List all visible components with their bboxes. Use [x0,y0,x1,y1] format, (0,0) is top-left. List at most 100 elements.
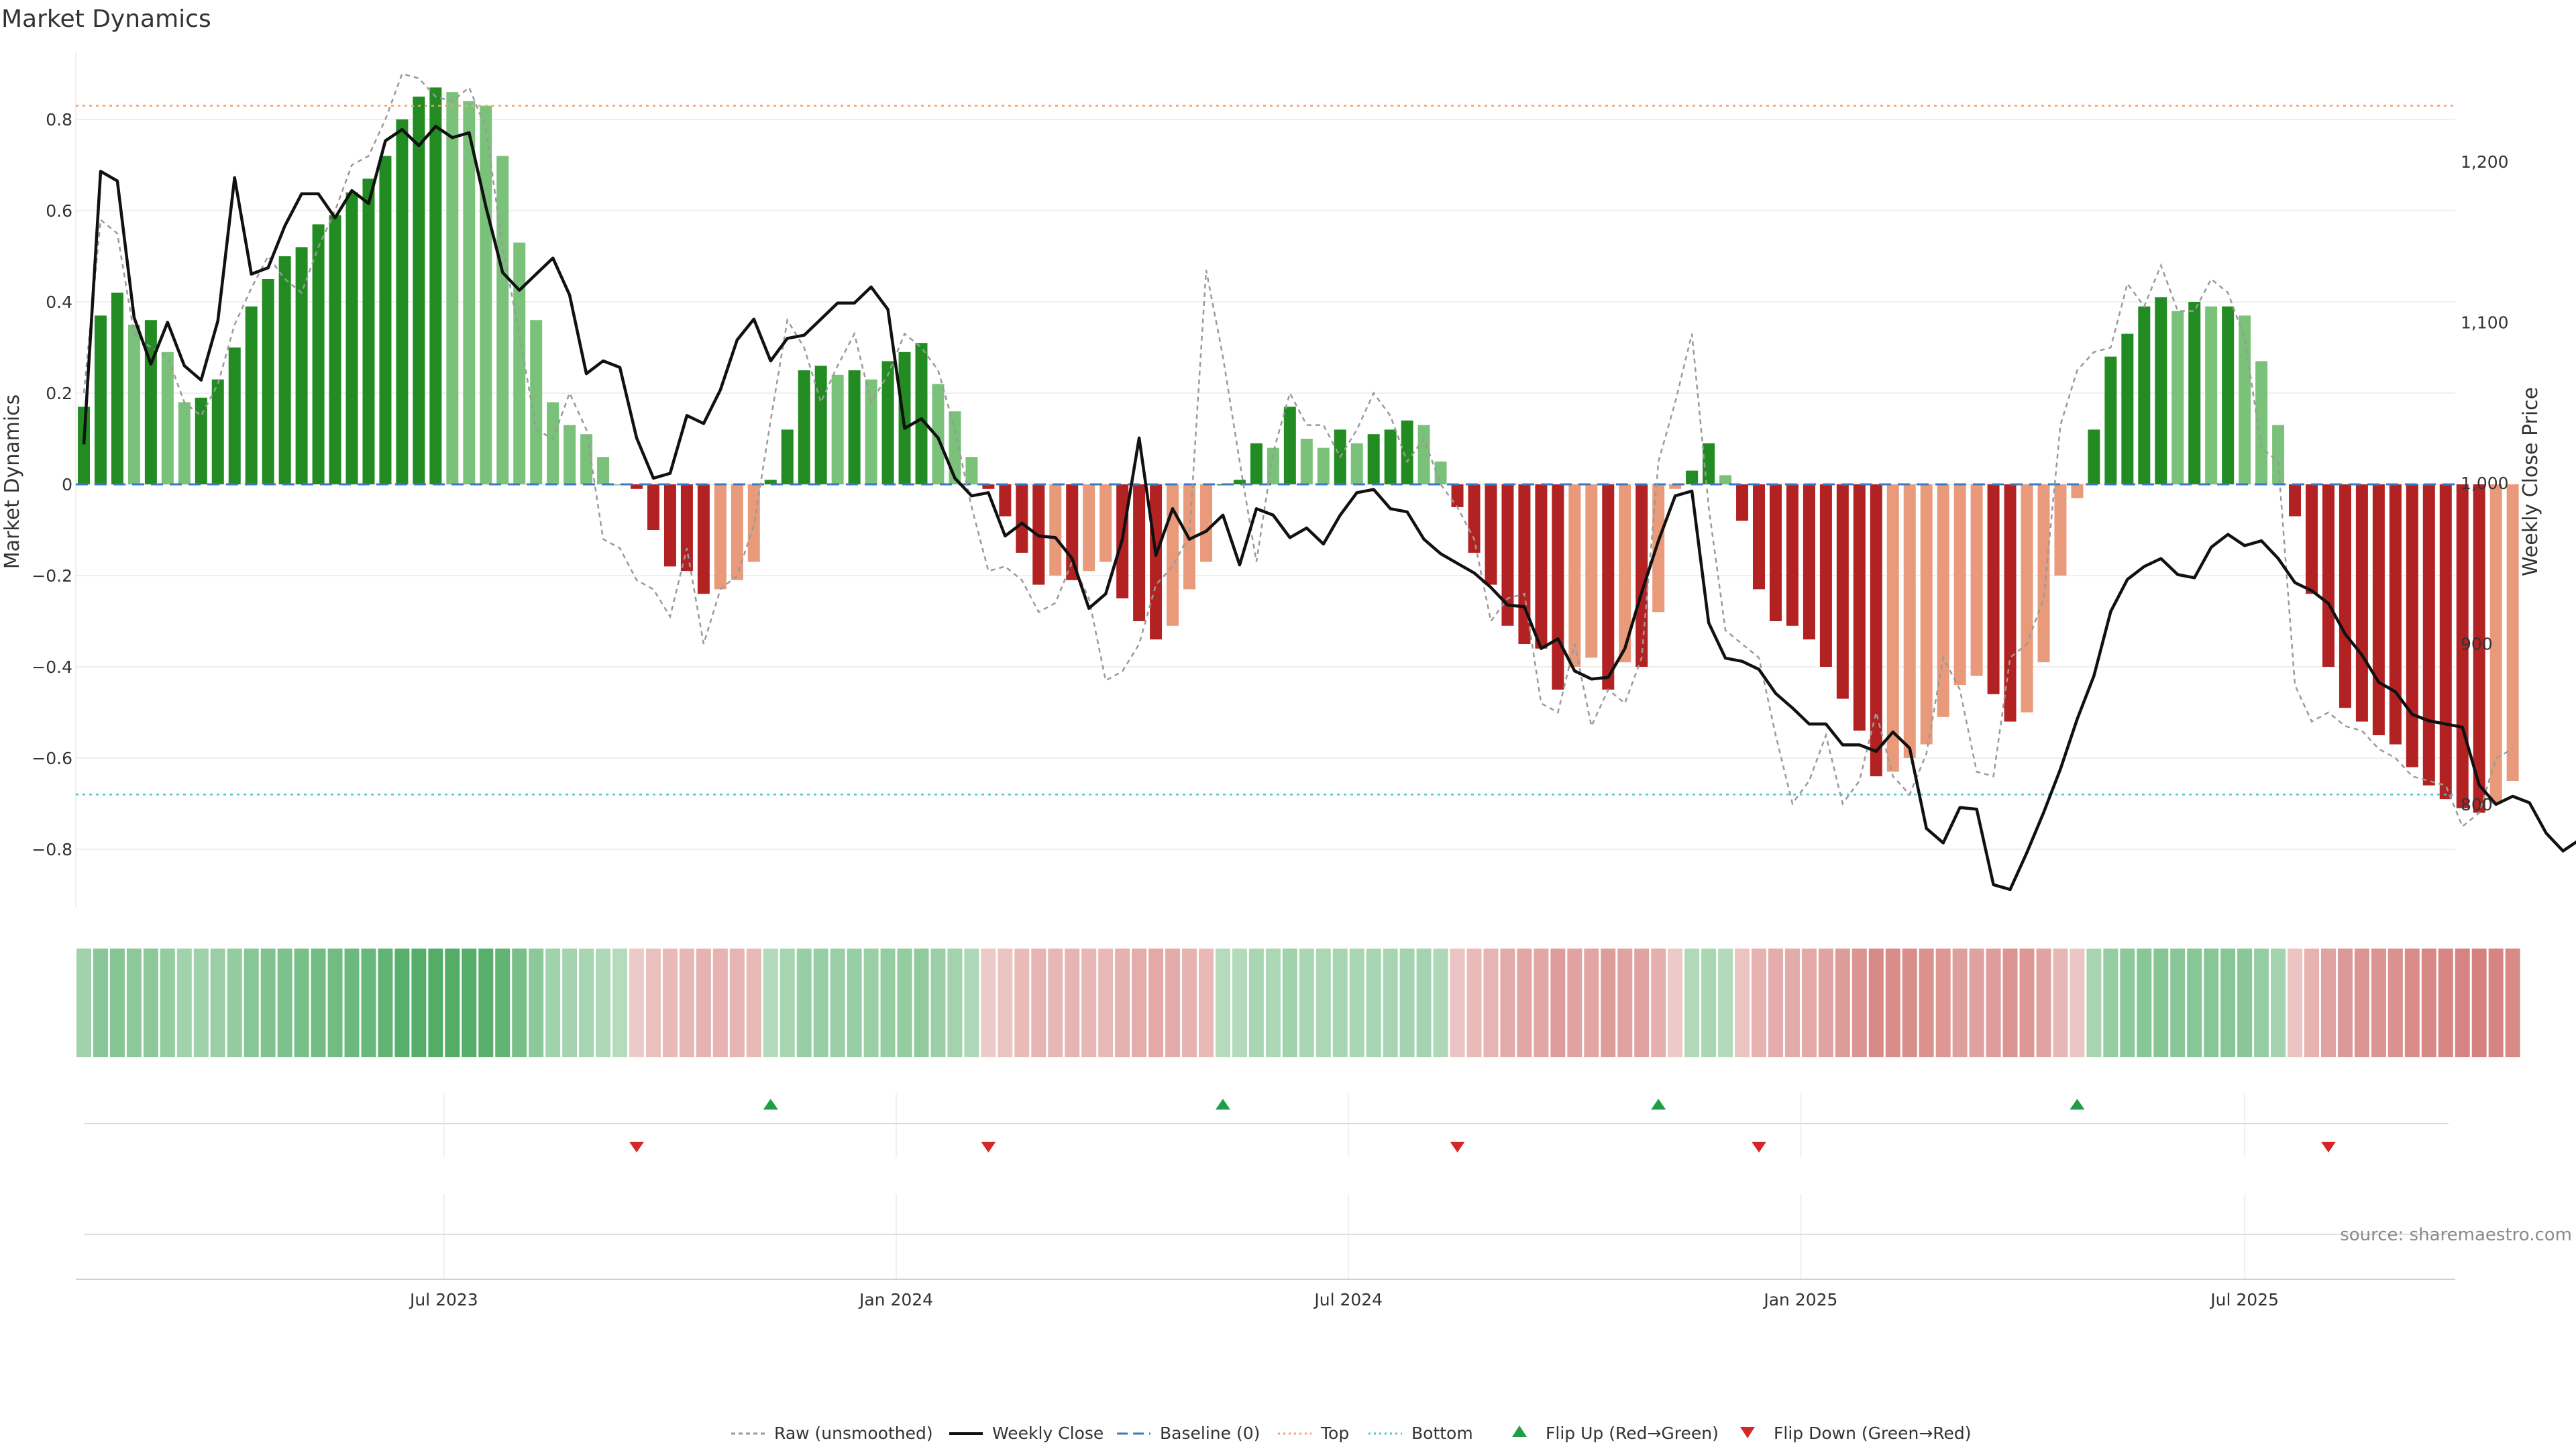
heat-cell [327,949,343,1057]
heat-cell [1517,949,1532,1057]
heat-cell [746,949,761,1057]
heat-cell [645,949,661,1057]
dynamics-bar [982,484,995,489]
source-attribution: source: sharemaestro.com [2340,1225,2572,1245]
chart-title: Market Dynamics [1,5,211,33]
legend-item: Raw (unsmoothed) [731,1424,933,1443]
heat-cell [1684,949,1700,1057]
dynamics-bar [1769,484,1782,621]
dynamics-bar [1803,484,1815,640]
main-panel: 0.8 0.6 0.4 0.2 0 −0.2 −0.4 −0.6 −0.8 1,200 1,100… [1,52,2576,907]
heat-cell [1215,949,1230,1057]
dynamics-bar [1669,484,1682,489]
legend-item: Weekly Close [949,1424,1104,1443]
heat-cell [998,949,1013,1057]
dynamics-bar [881,361,894,484]
heat-cell [1132,949,1147,1057]
heat-cell [1115,949,1130,1057]
legend: Raw (unsmoothed) Weekly Close Baseline (0)… [731,1424,1972,1443]
dynamics-bar [2289,484,2302,517]
heat-cell [964,949,979,1057]
heat-cell [1383,949,1398,1057]
heat-cell [1065,949,1080,1057]
dynamics-bar [2222,306,2235,484]
dynamics-bar [2138,306,2151,484]
flip-up-marker [2070,1099,2085,1110]
dynamics-bar [94,315,107,484]
dynamics-bar [2322,484,2334,667]
legend-label: Baseline (0) [1160,1424,1260,1443]
dynamics-bar [2439,484,2452,800]
legend-item: Baseline (0) [1117,1424,1260,1443]
heat-cell [1031,949,1046,1057]
dynamics-bar [781,429,794,484]
heat-cell [176,949,192,1057]
flip-markers [629,1099,2336,1152]
right-tick-label: 1,000 [2461,474,2509,493]
heat-cell [579,949,594,1057]
heat-cell [545,949,561,1057]
heat-cell [1634,949,1650,1057]
heat-cell [2053,949,2068,1057]
dynamics-bar [1736,484,1749,521]
left-tick-label: −0.6 [32,749,72,768]
dynamics-bar [329,215,341,484]
dynamics-bar [932,384,945,484]
heat-cell [662,949,678,1057]
dynamics-bar [2422,484,2435,786]
heat-cell [1718,949,1733,1057]
dynamics-bar [2188,302,2201,484]
heat-cell [2002,949,2018,1057]
left-axis-ticks: 0.8 0.6 0.4 0.2 0 −0.2 −0.4 −0.6 −0.8 [32,110,72,859]
dynamics-bar [1635,484,1648,667]
heat-cell [612,949,628,1057]
heat-cell [1952,949,1968,1057]
dynamics-bar [362,178,375,484]
dynamics-bar [1350,443,1363,484]
dynamics-bar [1518,484,1531,644]
heat-cell [914,949,929,1057]
heat-cell [1265,949,1281,1057]
dynamics-bar [1568,484,1581,667]
heat-cell [1617,949,1633,1057]
dynamics-bar [446,92,459,484]
dynamics-bar [1150,484,1163,640]
heat-cell [1935,949,1951,1057]
heat-cell [1466,949,1482,1057]
heat-cell [830,949,845,1057]
heat-cell [1584,949,1599,1057]
heat-cell [1534,949,1549,1057]
legend-label: Flip Down (Green→Red) [1774,1424,1972,1443]
legend-swatch-flip-down [1740,1427,1755,1438]
heat-cell [1433,949,1448,1057]
dynamics-bar [211,379,224,484]
heat-cell [394,949,410,1057]
dynamics-bar [631,484,643,489]
heat-cell [880,949,896,1057]
dynamics-bar [1066,484,1079,580]
dynamics-bar [295,247,308,484]
heat-cell [1735,949,1750,1057]
dynamics-bar [2205,306,2218,484]
dynamics-bar [312,224,325,484]
flip-down-marker [1450,1142,1465,1152]
dynamics-bar [597,457,610,484]
dynamics-bar [1920,484,1933,745]
dynamics-bar [1501,484,1514,626]
dynamics-bar [647,484,659,530]
dynamics-bar [2088,429,2100,484]
dynamics-bar [915,343,928,484]
dynamics-bar [161,352,174,484]
right-tick-label: 1,100 [2461,313,2509,333]
heat-strip [76,949,2520,1057]
heat-cell [1851,949,1867,1057]
heat-cell [2404,949,2420,1057]
heat-cell [780,949,795,1057]
heat-cell [462,949,477,1057]
legend-item: Bottom [1368,1424,1473,1443]
dynamics-bar [714,484,727,590]
dynamics-bar [2306,484,2318,594]
heat-cell [947,949,963,1057]
dynamics-bar [798,370,810,484]
